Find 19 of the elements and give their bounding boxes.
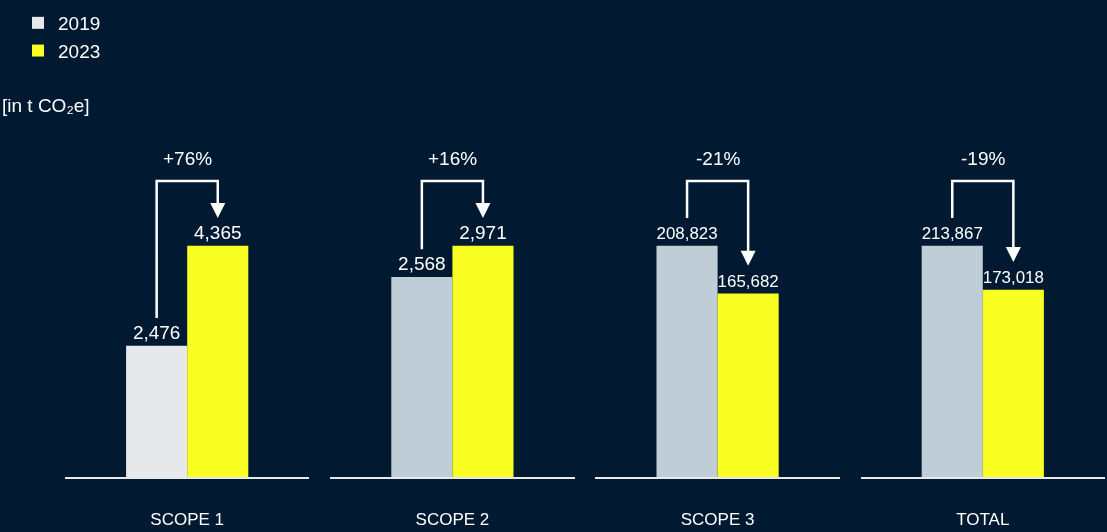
legend-label: 2023: [58, 40, 101, 62]
x-tick-label: SCOPE 2: [415, 510, 490, 530]
data-label: 165,682: [717, 271, 779, 291]
data-label: 2,568: [398, 253, 446, 275]
data-label: 2,476: [132, 321, 181, 343]
legend-label: 2019: [58, 13, 101, 35]
text: -21%: [696, 148, 741, 169]
x-tick-label: TOTAL: [956, 510, 1010, 530]
data-label: 2,971: [459, 221, 507, 243]
text: +16%: [428, 148, 478, 169]
data-label: 4,365: [193, 221, 242, 243]
x-tick-label: SCOPE 1: [150, 510, 225, 530]
x-tick-label: SCOPE 3: [680, 510, 755, 530]
data-label: 208,823: [656, 224, 718, 244]
y-axis-title: [in t CO₂e]: [2, 95, 90, 116]
data-label: 213,867: [921, 224, 983, 244]
text: +76%: [163, 148, 213, 169]
data-label: 173,018: [982, 268, 1044, 288]
text: -19%: [961, 148, 1006, 169]
